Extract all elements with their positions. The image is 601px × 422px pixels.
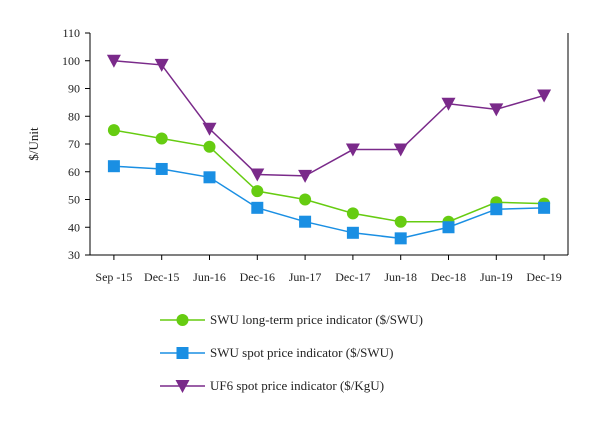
x-tick-label: Dec-19 [526,270,561,284]
x-tick-label: Dec-15 [144,270,179,284]
chart-series [106,54,552,245]
y-tick-label: 60 [68,165,80,179]
series-2 [107,160,551,245]
y-axis-title: $/Unit [26,127,41,161]
data-point [250,168,265,182]
y-axis-ticks: 30 40 50 60 70 80 90 100 110 [62,26,90,262]
data-point [346,226,359,239]
data-point [155,132,168,145]
data-point [202,122,217,136]
y-tick-label: 90 [68,82,80,96]
legend-label: UF6 spot price indicator ($/KgU) [210,378,384,393]
data-point [203,171,216,184]
legend-marker [175,380,190,393]
legend-label: SWU long-term price indicator ($/SWU) [210,312,423,327]
data-point [490,203,503,216]
x-tick-label: Dec-17 [335,270,370,284]
data-point [441,97,456,111]
y-tick-label: 100 [62,54,80,68]
legend-label: SWU spot price indicator ($/SWU) [210,345,393,360]
data-point [107,160,120,173]
data-point [106,54,121,68]
x-tick-label: Jun-18 [384,270,417,284]
legend-item: UF6 spot price indicator ($/KgU) [160,378,384,393]
data-point [155,162,168,175]
series-1 [107,124,551,228]
legend-marker [176,347,189,359]
data-point [251,201,264,214]
data-point [345,143,360,157]
data-point [537,89,552,103]
data-point [394,215,407,228]
data-point [393,143,408,157]
x-tick-label: Sep -15 [95,270,132,284]
data-point [298,169,313,183]
x-tick-label: Jun-16 [193,270,226,284]
x-tick-label: Dec-18 [431,270,466,284]
data-point [442,221,455,234]
chart-legend: SWU long-term price indicator ($/SWU) SWU… [160,312,423,393]
x-tick-label: Jun-19 [480,270,513,284]
x-tick-label: Dec-16 [240,270,275,284]
data-point [299,215,312,228]
data-point [394,232,407,245]
x-axis-ticks: Sep -15 Dec-15 Jun-16 Dec-16 Jun-17 Dec-17 Jun… [95,255,562,284]
legend-marker [176,314,189,326]
series-3 [106,54,552,183]
legend-item: SWU spot price indicator ($/SWU) [160,345,393,360]
data-point [154,58,169,72]
legend-item: SWU long-term price indicator ($/SWU) [160,312,423,327]
series-line [113,129,545,223]
y-tick-label: 50 [68,193,80,207]
y-tick-label: 30 [68,248,80,262]
y-tick-label: 70 [68,137,80,151]
data-point [203,140,216,153]
y-tick-label: 110 [62,26,80,40]
series-line [113,165,545,240]
data-point [489,103,504,117]
data-point [251,185,264,198]
data-point [107,124,120,137]
y-tick-label: 80 [68,109,80,123]
x-tick-label: Jun-17 [289,270,322,284]
series-line [113,60,545,177]
y-tick-label: 40 [68,220,80,234]
data-point [346,207,359,220]
data-point [299,193,312,206]
data-point [538,201,551,214]
